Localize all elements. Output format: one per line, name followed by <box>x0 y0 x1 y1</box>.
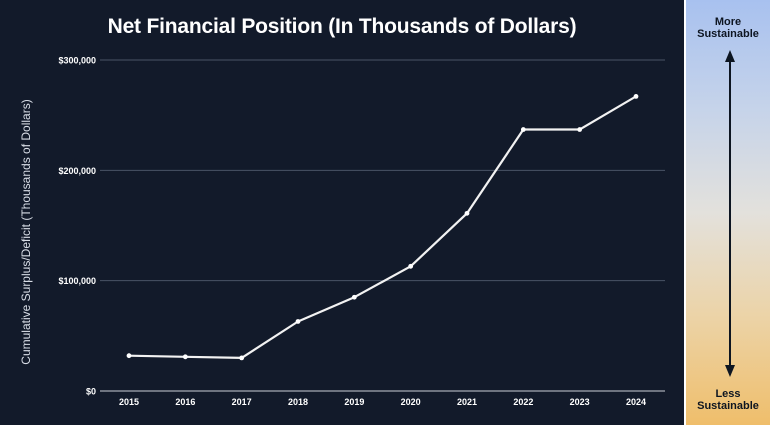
data-point <box>520 127 526 132</box>
data-point <box>351 294 357 300</box>
less-sustainable-label: Less Sustainable <box>686 388 770 412</box>
data-point <box>126 353 132 359</box>
less-sustainable-label-line1: Less <box>715 388 741 400</box>
data-point <box>182 354 188 360</box>
x-tick-label: 2016 <box>175 397 195 407</box>
y-tick-label: $200,000 <box>58 166 96 176</box>
less-sustainable-label-line2: Sustainable <box>697 400 759 412</box>
x-tick-label: 2023 <box>570 397 590 407</box>
data-point <box>408 263 414 269</box>
data-point <box>295 319 301 324</box>
x-tick-label: 2019 <box>344 397 364 407</box>
chart-title: Net Financial Position (In Thousands of … <box>107 15 577 38</box>
x-tick-label: 2021 <box>457 397 477 407</box>
x-tick-label: 2018 <box>288 397 308 407</box>
x-tick-label: 2024 <box>626 397 646 407</box>
x-tick-label: 2020 <box>401 397 421 407</box>
chart-panel: Net Financial Position (In Thousands of … <box>0 0 684 425</box>
data-point <box>577 127 583 132</box>
data-point <box>464 210 470 216</box>
line-chart: $0 $100,000 $200,000 $300,000 2015 2016 2017 20… <box>58 56 665 407</box>
y-tick-label: $0 <box>86 387 96 397</box>
x-tick-label: 2022 <box>513 397 533 407</box>
more-sustainable-label-line1: More <box>714 16 742 28</box>
data-point <box>633 94 639 99</box>
y-tick-label: $300,000 <box>58 56 96 66</box>
x-tick-label: 2015 <box>119 397 139 407</box>
data-point <box>239 355 245 361</box>
more-sustainable-label: More Sustainable <box>686 16 770 40</box>
sustainability-scale: More Sustainable Less Sustainable <box>686 0 770 425</box>
series-line <box>127 95 638 359</box>
double-arrow-icon <box>725 50 735 377</box>
more-sustainable-label-line2: Sustainable <box>697 28 759 40</box>
x-tick-label: 2017 <box>232 397 252 407</box>
y-tick-label: $100,000 <box>58 276 96 286</box>
